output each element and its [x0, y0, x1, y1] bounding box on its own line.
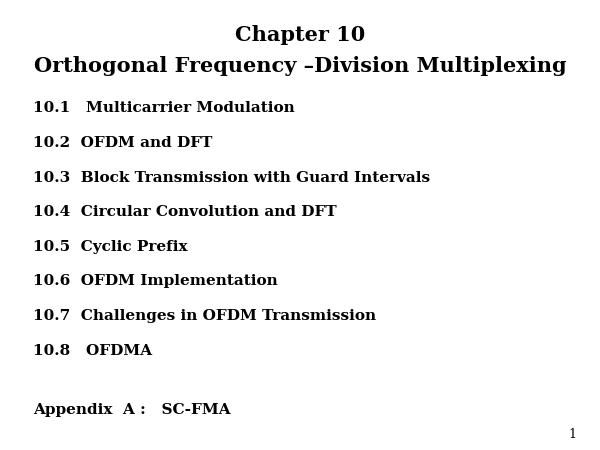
Text: Orthogonal Frequency –Division Multiplexing: Orthogonal Frequency –Division Multiplex… [34, 56, 566, 76]
Text: 10.3  Block Transmission with Guard Intervals: 10.3 Block Transmission with Guard Inter… [33, 171, 430, 184]
Text: 10.7  Challenges in OFDM Transmission: 10.7 Challenges in OFDM Transmission [33, 309, 376, 323]
Text: 10.2  OFDM and DFT: 10.2 OFDM and DFT [33, 136, 212, 150]
Text: Chapter 10: Chapter 10 [235, 25, 365, 45]
Text: 10.1   Multicarrier Modulation: 10.1 Multicarrier Modulation [33, 101, 295, 115]
Text: Appendix  A :   SC-FMA: Appendix A : SC-FMA [33, 403, 230, 417]
Text: 10.4  Circular Convolution and DFT: 10.4 Circular Convolution and DFT [33, 205, 337, 219]
Text: 1: 1 [568, 428, 576, 441]
Text: 10.6  OFDM Implementation: 10.6 OFDM Implementation [33, 274, 278, 288]
Text: 10.8   OFDMA: 10.8 OFDMA [33, 344, 152, 358]
Text: 10.5  Cyclic Prefix: 10.5 Cyclic Prefix [33, 240, 188, 254]
